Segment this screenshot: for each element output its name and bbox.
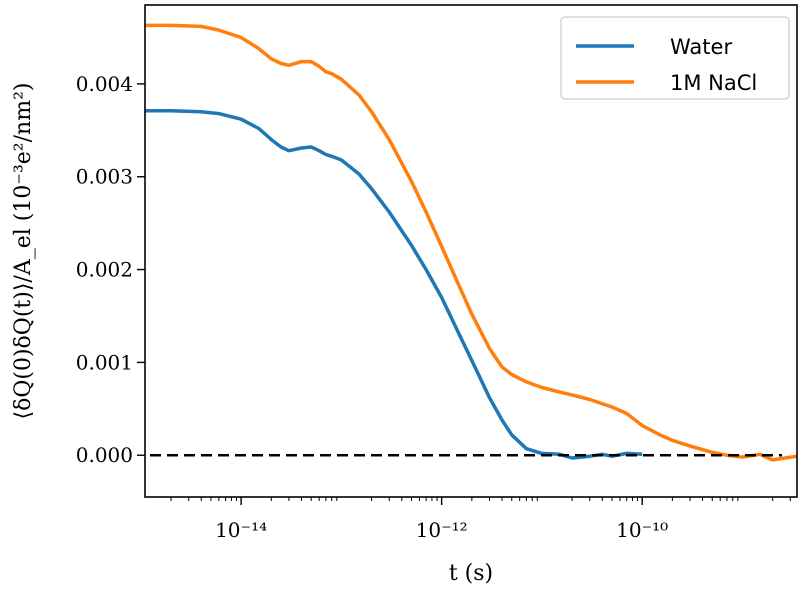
series-line-1: [145, 23, 798, 462]
y-axis-label: ⟨δQ(0)δQ(t)⟩/A_el (10⁻³e²/nm²): [11, 83, 36, 420]
x-axis-label: t (s): [449, 561, 493, 586]
x-tick-label-1: 10⁻¹²: [416, 518, 468, 542]
y-tick-label-0: 0.000: [76, 443, 133, 467]
legend-label-nacl: 1M NaCl: [670, 71, 757, 95]
x-tick-label-2: 10⁻¹⁰: [616, 518, 668, 542]
legend: Water 1M NaCl: [560, 16, 790, 100]
y-tick-label-4: 0.004: [76, 72, 133, 96]
legend-box: [560, 16, 790, 100]
tick-labels: 10⁻¹⁴ 10⁻¹² 10⁻¹⁰ 0.000 0.001 0.002 0.003 0.004: [76, 72, 668, 542]
series-line-0: [145, 109, 643, 460]
legend-label-water: Water: [670, 35, 732, 59]
plot-frame: [144, 4, 798, 498]
y-tick-label-2: 0.002: [76, 258, 133, 282]
y-tick-label-1: 0.001: [76, 350, 133, 374]
curves: [145, 23, 798, 462]
y-tick-label-3: 0.003: [76, 165, 133, 189]
axis-ticks: [137, 83, 791, 505]
x-tick-label-0: 10⁻¹⁴: [215, 518, 267, 542]
